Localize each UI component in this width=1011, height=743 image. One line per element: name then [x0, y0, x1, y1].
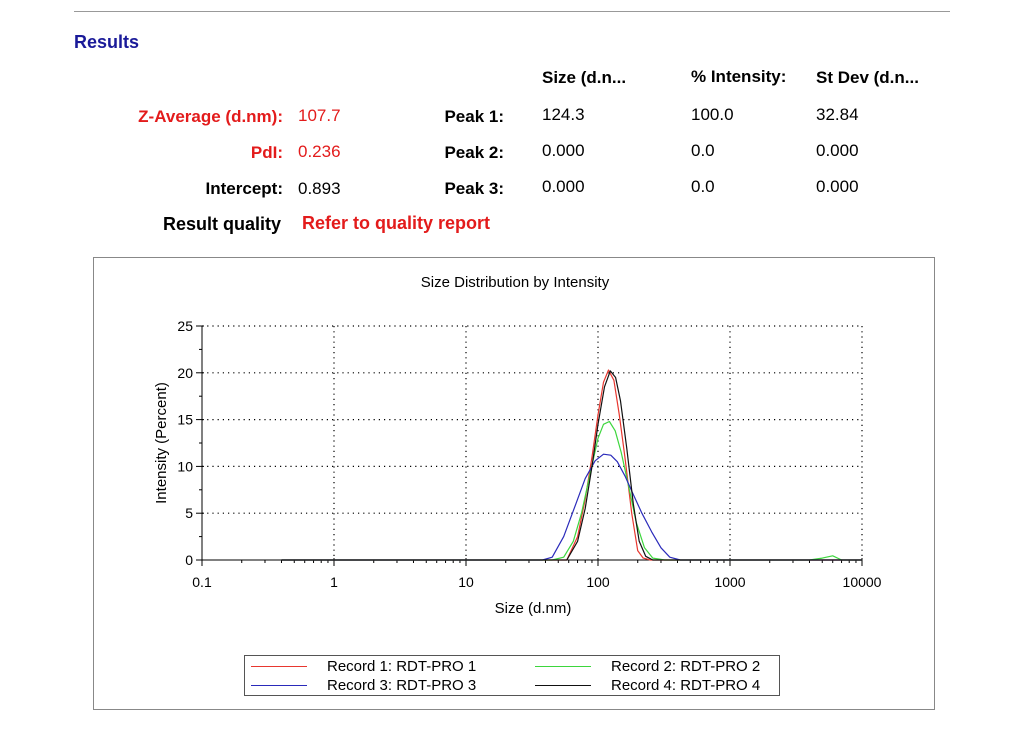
y-tick-label: 0 [185, 552, 193, 568]
series-line-record-3 [281, 453, 862, 561]
legend-swatch-record-4 [535, 685, 591, 686]
x-axis-label: Size (d.nm) [495, 600, 572, 617]
y-tick-label: 25 [177, 318, 193, 334]
y-tick-label: 5 [185, 505, 193, 521]
intercept-label: Intercept: [205, 179, 283, 198]
peak-3-label: Peak 3: [444, 179, 504, 198]
y-tick-label: 10 [177, 458, 193, 474]
z-average-value: 107.7 [298, 106, 341, 125]
y-axis-label: Intensity (Percent) [153, 382, 170, 504]
peak-2-stdev: 0.000 [816, 141, 859, 160]
col-header-intensity: % Intensity: [691, 67, 787, 86]
peak-1-intensity: 100.0 [691, 105, 734, 124]
peak-1-size: 124.3 [542, 105, 585, 124]
series-lines [281, 369, 862, 561]
col-header-stdev: St Dev (d.n... [816, 68, 919, 87]
x-tick-label: 1 [330, 574, 338, 590]
axes: 0 5 10 15 20 25 0.1 1 10 100 1000 10000 [177, 318, 881, 590]
series-line-record-1 [281, 369, 862, 561]
col-header-size: Size (d.n... [542, 68, 627, 87]
legend-label-record-3: Record 3: RDT-PRO 3 [327, 677, 477, 694]
peak-3-intensity: 0.0 [691, 177, 715, 196]
pdi-value: 0.236 [298, 142, 341, 161]
section-title: Results [74, 32, 140, 52]
chart-frame [93, 257, 935, 710]
legend-swatch-record-3 [251, 685, 307, 686]
series-line-record-4 [281, 370, 862, 561]
x-tick-label: 10 [458, 574, 474, 590]
legend-swatch-record-1 [251, 666, 307, 667]
legend-label-record-4: Record 4: RDT-PRO 4 [611, 677, 761, 694]
chart-title: Size Distribution by Intensity [421, 274, 610, 291]
top-divider [74, 11, 950, 12]
legend-swatch-record-2 [535, 666, 591, 667]
peak-2-intensity: 0.0 [691, 141, 715, 160]
series-line-record-2 [281, 420, 862, 561]
x-tick-label: 1000 [714, 574, 745, 590]
peak-2-size: 0.000 [542, 141, 585, 160]
peak-1-label: Peak 1: [444, 107, 504, 126]
peak-3-size: 0.000 [542, 177, 585, 196]
result-quality-link[interactable]: Refer to quality report [302, 213, 491, 233]
x-tick-label: 100 [586, 574, 610, 590]
y-tick-label: 20 [177, 365, 193, 381]
z-average-label: Z-Average (d.nm): [138, 107, 283, 126]
pdi-label: PdI: [250, 143, 283, 162]
x-tick-label: 0.1 [192, 574, 212, 590]
peak-3-stdev: 0.000 [816, 177, 859, 196]
y-tick-label: 15 [177, 412, 193, 428]
result-quality-label: Result quality [162, 214, 281, 234]
peak-2-label: Peak 2: [444, 143, 504, 162]
x-tick-label: 10000 [843, 574, 882, 590]
chart-legend: Record 1: RDT-PRO 1 Record 2: RDT-PRO 2 … [244, 655, 780, 696]
legend-label-record-2: Record 2: RDT-PRO 2 [611, 658, 761, 675]
intercept-value: 0.893 [298, 179, 341, 198]
peak-1-stdev: 32.84 [816, 105, 859, 124]
grid-lines [202, 325, 863, 560]
legend-label-record-1: Record 1: RDT-PRO 1 [327, 658, 477, 675]
